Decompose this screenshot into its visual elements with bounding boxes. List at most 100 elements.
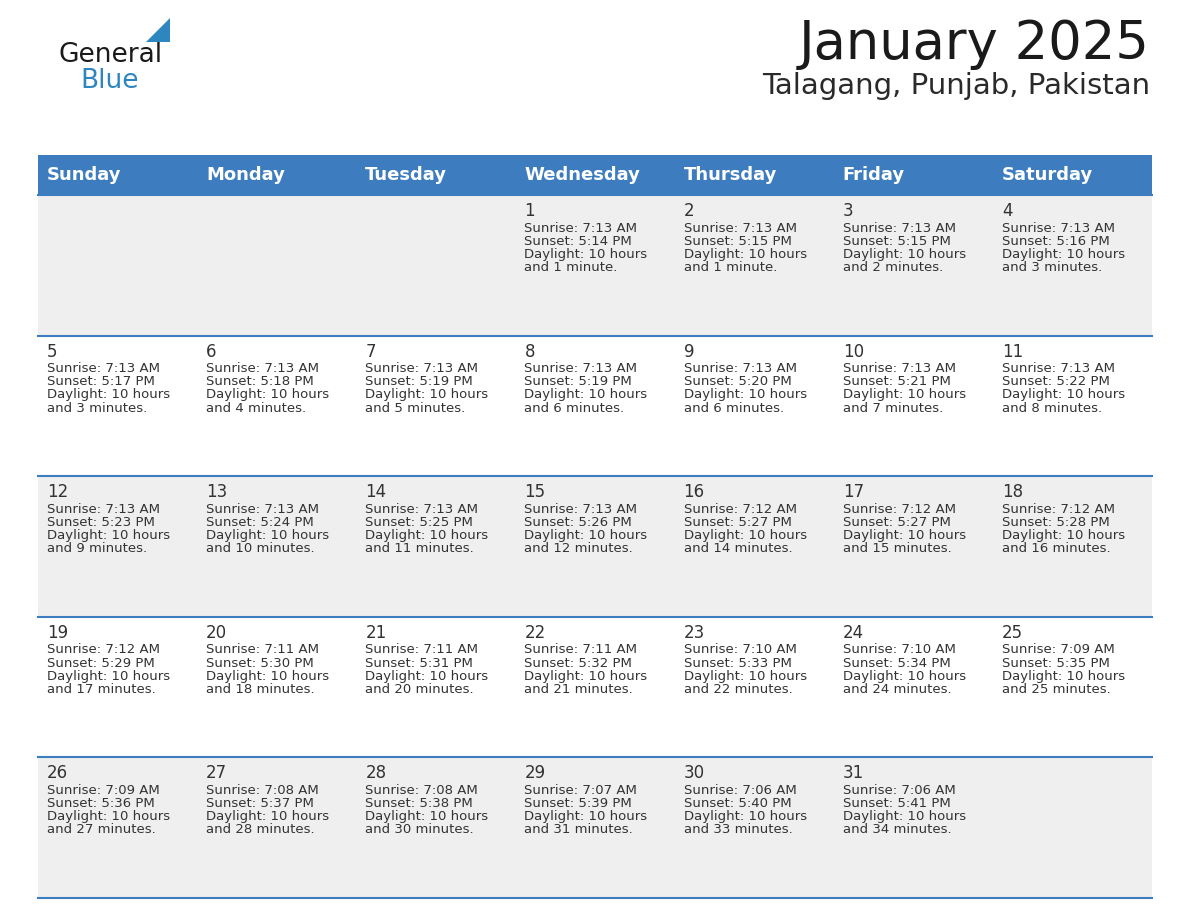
Text: 12: 12 bbox=[48, 483, 68, 501]
Text: Sunrise: 7:13 AM: Sunrise: 7:13 AM bbox=[842, 363, 955, 375]
Text: Daylight: 10 hours: Daylight: 10 hours bbox=[524, 388, 647, 401]
Text: Sunrise: 7:09 AM: Sunrise: 7:09 AM bbox=[48, 784, 159, 797]
Text: Sunrise: 7:10 AM: Sunrise: 7:10 AM bbox=[683, 644, 796, 656]
Text: 5: 5 bbox=[48, 342, 57, 361]
Text: Sunset: 5:27 PM: Sunset: 5:27 PM bbox=[842, 516, 950, 529]
Text: Tuesday: Tuesday bbox=[365, 166, 448, 184]
Text: and 6 minutes.: and 6 minutes. bbox=[683, 401, 784, 415]
Bar bbox=[38, 155, 1152, 195]
Text: Daylight: 10 hours: Daylight: 10 hours bbox=[842, 811, 966, 823]
Text: 3: 3 bbox=[842, 202, 853, 220]
Text: Sunrise: 7:13 AM: Sunrise: 7:13 AM bbox=[207, 503, 320, 516]
Text: and 1 minute.: and 1 minute. bbox=[683, 261, 777, 274]
Text: Sunset: 5:29 PM: Sunset: 5:29 PM bbox=[48, 656, 154, 669]
Text: 28: 28 bbox=[365, 765, 386, 782]
Bar bbox=[38, 195, 1152, 336]
Text: Daylight: 10 hours: Daylight: 10 hours bbox=[48, 811, 170, 823]
Text: Daylight: 10 hours: Daylight: 10 hours bbox=[524, 529, 647, 543]
Text: Sunrise: 7:11 AM: Sunrise: 7:11 AM bbox=[365, 644, 479, 656]
Text: Sunrise: 7:08 AM: Sunrise: 7:08 AM bbox=[207, 784, 318, 797]
Text: and 17 minutes.: and 17 minutes. bbox=[48, 683, 156, 696]
Text: Sunrise: 7:11 AM: Sunrise: 7:11 AM bbox=[524, 644, 638, 656]
Text: Sunset: 5:16 PM: Sunset: 5:16 PM bbox=[1001, 235, 1110, 248]
Text: and 1 minute.: and 1 minute. bbox=[524, 261, 618, 274]
Text: Sunset: 5:25 PM: Sunset: 5:25 PM bbox=[365, 516, 473, 529]
Text: Daylight: 10 hours: Daylight: 10 hours bbox=[524, 670, 647, 683]
Text: Daylight: 10 hours: Daylight: 10 hours bbox=[842, 388, 966, 401]
Text: Sunday: Sunday bbox=[48, 166, 121, 184]
Text: 15: 15 bbox=[524, 483, 545, 501]
Text: Sunset: 5:30 PM: Sunset: 5:30 PM bbox=[207, 656, 314, 669]
Text: Sunset: 5:33 PM: Sunset: 5:33 PM bbox=[683, 656, 791, 669]
Text: Thursday: Thursday bbox=[683, 166, 777, 184]
Text: and 8 minutes.: and 8 minutes. bbox=[1001, 401, 1102, 415]
Text: Sunrise: 7:11 AM: Sunrise: 7:11 AM bbox=[207, 644, 320, 656]
Text: 6: 6 bbox=[207, 342, 216, 361]
Bar bbox=[38, 757, 1152, 898]
Text: Daylight: 10 hours: Daylight: 10 hours bbox=[207, 529, 329, 543]
Text: Sunset: 5:28 PM: Sunset: 5:28 PM bbox=[1001, 516, 1110, 529]
Text: Daylight: 10 hours: Daylight: 10 hours bbox=[524, 248, 647, 261]
Text: Sunset: 5:36 PM: Sunset: 5:36 PM bbox=[48, 797, 154, 811]
Text: Talagang, Punjab, Pakistan: Talagang, Punjab, Pakistan bbox=[762, 72, 1150, 100]
Text: Sunset: 5:20 PM: Sunset: 5:20 PM bbox=[683, 375, 791, 388]
Text: Sunset: 5:40 PM: Sunset: 5:40 PM bbox=[683, 797, 791, 811]
Text: Daylight: 10 hours: Daylight: 10 hours bbox=[842, 529, 966, 543]
Text: 2: 2 bbox=[683, 202, 694, 220]
Text: Daylight: 10 hours: Daylight: 10 hours bbox=[683, 811, 807, 823]
Text: 21: 21 bbox=[365, 624, 386, 642]
Text: and 3 minutes.: and 3 minutes. bbox=[1001, 261, 1102, 274]
Text: and 2 minutes.: and 2 minutes. bbox=[842, 261, 943, 274]
Text: Wednesday: Wednesday bbox=[524, 166, 640, 184]
Text: and 6 minutes.: and 6 minutes. bbox=[524, 401, 625, 415]
Text: Sunrise: 7:09 AM: Sunrise: 7:09 AM bbox=[1001, 644, 1114, 656]
Text: Sunset: 5:19 PM: Sunset: 5:19 PM bbox=[365, 375, 473, 388]
Text: Sunrise: 7:13 AM: Sunrise: 7:13 AM bbox=[683, 363, 797, 375]
Text: Sunrise: 7:13 AM: Sunrise: 7:13 AM bbox=[207, 363, 320, 375]
Text: Daylight: 10 hours: Daylight: 10 hours bbox=[1001, 529, 1125, 543]
Text: Daylight: 10 hours: Daylight: 10 hours bbox=[842, 248, 966, 261]
Text: Sunset: 5:34 PM: Sunset: 5:34 PM bbox=[842, 656, 950, 669]
Text: Monday: Monday bbox=[207, 166, 285, 184]
Text: 27: 27 bbox=[207, 765, 227, 782]
Text: Sunset: 5:15 PM: Sunset: 5:15 PM bbox=[842, 235, 950, 248]
Text: Sunrise: 7:12 AM: Sunrise: 7:12 AM bbox=[48, 644, 160, 656]
Text: and 34 minutes.: and 34 minutes. bbox=[842, 823, 952, 836]
Text: Sunset: 5:27 PM: Sunset: 5:27 PM bbox=[683, 516, 791, 529]
Text: 22: 22 bbox=[524, 624, 545, 642]
Text: Sunrise: 7:13 AM: Sunrise: 7:13 AM bbox=[48, 503, 160, 516]
Text: and 16 minutes.: and 16 minutes. bbox=[1001, 543, 1111, 555]
Text: Sunrise: 7:10 AM: Sunrise: 7:10 AM bbox=[842, 644, 955, 656]
Text: 16: 16 bbox=[683, 483, 704, 501]
Text: Sunset: 5:14 PM: Sunset: 5:14 PM bbox=[524, 235, 632, 248]
Text: Sunset: 5:32 PM: Sunset: 5:32 PM bbox=[524, 656, 632, 669]
Text: and 10 minutes.: and 10 minutes. bbox=[207, 543, 315, 555]
Text: 1: 1 bbox=[524, 202, 535, 220]
Text: Sunset: 5:31 PM: Sunset: 5:31 PM bbox=[365, 656, 473, 669]
Text: 26: 26 bbox=[48, 765, 68, 782]
Text: 23: 23 bbox=[683, 624, 704, 642]
Text: and 18 minutes.: and 18 minutes. bbox=[207, 683, 315, 696]
Text: and 27 minutes.: and 27 minutes. bbox=[48, 823, 156, 836]
Text: Sunrise: 7:13 AM: Sunrise: 7:13 AM bbox=[48, 363, 160, 375]
Text: Daylight: 10 hours: Daylight: 10 hours bbox=[1001, 670, 1125, 683]
Text: and 24 minutes.: and 24 minutes. bbox=[842, 683, 952, 696]
Text: Daylight: 10 hours: Daylight: 10 hours bbox=[365, 529, 488, 543]
Text: Sunrise: 7:12 AM: Sunrise: 7:12 AM bbox=[683, 503, 797, 516]
Text: 4: 4 bbox=[1001, 202, 1012, 220]
Text: 13: 13 bbox=[207, 483, 227, 501]
Text: Sunset: 5:26 PM: Sunset: 5:26 PM bbox=[524, 516, 632, 529]
Text: and 7 minutes.: and 7 minutes. bbox=[842, 401, 943, 415]
Text: 30: 30 bbox=[683, 765, 704, 782]
Text: Sunrise: 7:13 AM: Sunrise: 7:13 AM bbox=[842, 221, 955, 235]
Text: Daylight: 10 hours: Daylight: 10 hours bbox=[524, 811, 647, 823]
Text: Sunset: 5:41 PM: Sunset: 5:41 PM bbox=[842, 797, 950, 811]
Text: Daylight: 10 hours: Daylight: 10 hours bbox=[207, 670, 329, 683]
Bar bbox=[38, 476, 1152, 617]
Text: Sunset: 5:17 PM: Sunset: 5:17 PM bbox=[48, 375, 154, 388]
Text: Daylight: 10 hours: Daylight: 10 hours bbox=[365, 811, 488, 823]
Text: Sunrise: 7:12 AM: Sunrise: 7:12 AM bbox=[1001, 503, 1114, 516]
Text: and 4 minutes.: and 4 minutes. bbox=[207, 401, 307, 415]
Text: and 22 minutes.: and 22 minutes. bbox=[683, 683, 792, 696]
Text: 9: 9 bbox=[683, 342, 694, 361]
